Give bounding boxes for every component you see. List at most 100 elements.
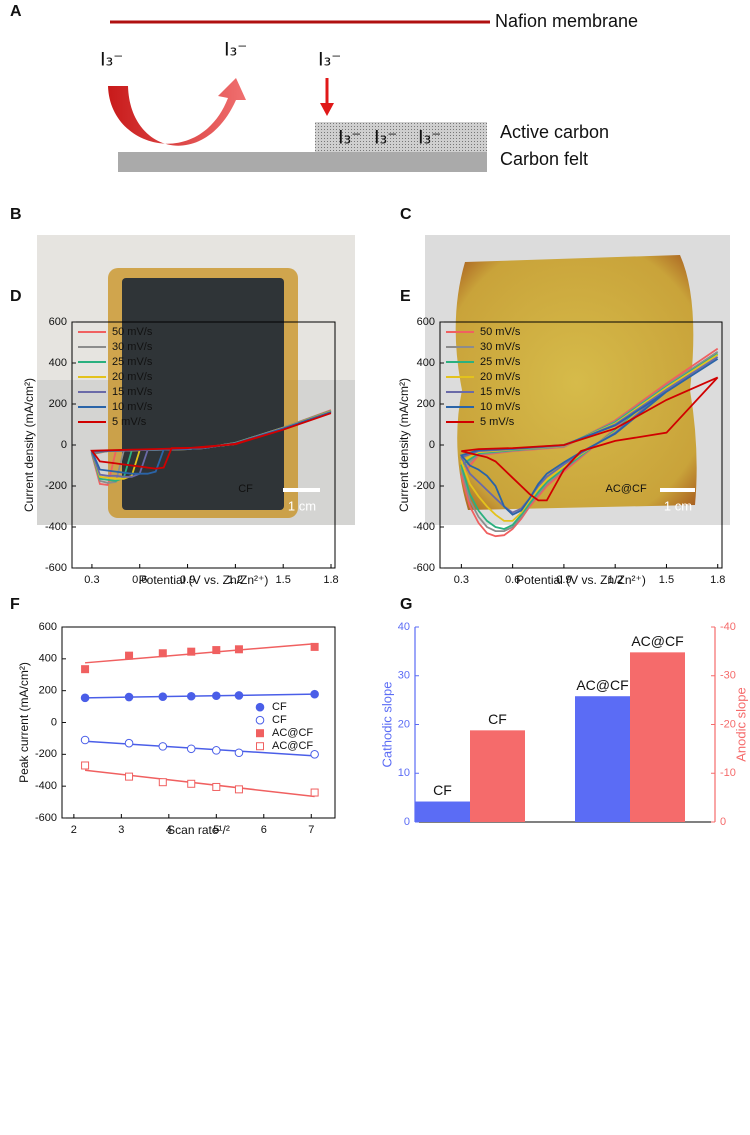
y-tick-label: 0 [429, 439, 435, 451]
marker [310, 689, 319, 699]
legend-marker [255, 715, 265, 725]
x-tick-label: 1.8 [710, 574, 725, 586]
scale-label: 1 cm [288, 498, 316, 513]
marker [125, 772, 134, 781]
cv-curve [90, 412, 332, 470]
legend-label: 25 mV/s [480, 356, 521, 368]
marker [158, 742, 168, 751]
marker [186, 744, 196, 754]
marker [234, 691, 244, 700]
bar-label: AC@CF [576, 677, 628, 693]
legend-label: 20 mV/s [112, 371, 153, 383]
marker [158, 692, 168, 702]
panel-label: B [10, 206, 22, 223]
panel-label: C [400, 206, 412, 223]
layer-label: Carbon felt [500, 149, 588, 169]
y-tick-label: -200 [35, 748, 57, 760]
y2-axis-title: Anodic slope [733, 687, 748, 761]
bar [415, 801, 470, 822]
panel-label: A [10, 3, 22, 20]
species-label: I₃⁻ [418, 127, 441, 149]
marker [187, 779, 196, 788]
bar [630, 652, 685, 822]
arrow-head [320, 103, 334, 116]
x-tick-label: 1.5 [276, 574, 291, 586]
legend-label: 15 mV/s [480, 386, 521, 398]
x-tick-label: 0.3 [454, 574, 469, 586]
legend-label: AC@CF [272, 740, 313, 752]
bar-label: CF [433, 782, 452, 798]
legend-label: 5 mV/s [480, 416, 515, 428]
y-tick-label: 400 [49, 357, 67, 369]
fit-line [84, 769, 315, 798]
x-tick-label: 0.6 [505, 574, 520, 586]
species-label: I₃⁻ [374, 127, 397, 149]
marker [80, 693, 90, 703]
x-axis-title: Potential (V vs. Zn/Zn²⁺) [516, 573, 646, 587]
marker [125, 651, 134, 660]
x-tick-label: 6 [261, 824, 267, 836]
species-label: I₃⁻ [318, 49, 341, 71]
marker [187, 647, 196, 656]
panel-label: E [400, 288, 411, 305]
y-tick-label: 10 [398, 767, 410, 779]
legend-label: 5 mV/s [112, 416, 147, 428]
marker [212, 746, 221, 755]
marker [310, 788, 319, 797]
scale-label: 1 cm [664, 498, 692, 513]
annotation: AC@CF [606, 483, 647, 495]
marker [234, 645, 243, 654]
x-tick-label: 4 [166, 824, 172, 836]
legend-label: AC@CF [272, 727, 313, 739]
annotation: CF [238, 483, 253, 495]
bar-label: CF [488, 711, 507, 727]
y-tick-label: 600 [417, 316, 435, 328]
legend-label: 10 mV/s [480, 401, 521, 413]
y-tick-label: 30 [398, 670, 410, 682]
marker [80, 735, 90, 745]
marker [186, 691, 196, 701]
y-tick-label: -600 [45, 562, 67, 574]
y-tick-label: -400 [35, 780, 57, 792]
marker [124, 738, 134, 748]
y-tick-label: 40 [398, 621, 410, 633]
marker [212, 782, 221, 791]
bar [575, 696, 630, 822]
marker [212, 646, 221, 655]
x-tick-label: 0.6 [132, 574, 147, 586]
carbon-felt [118, 152, 487, 172]
y-tick-label: -600 [35, 812, 57, 824]
y-tick-label: -400 [45, 521, 67, 533]
legend-label: 30 mV/s [480, 341, 521, 353]
y-tick-label: -20 [720, 718, 736, 730]
bar [470, 730, 525, 822]
marker [234, 785, 243, 794]
bar-label: AC@CF [631, 633, 683, 649]
x-axis-title: Scan rate¹/² [167, 823, 230, 837]
layer-label: Active carbon [500, 122, 609, 142]
legend-label: 25 mV/s [112, 356, 153, 368]
fit-line [85, 740, 315, 757]
y-tick-label: -40 [720, 621, 736, 633]
marker [310, 642, 319, 651]
species-label: I₃⁻ [224, 39, 247, 61]
y-tick-label: 0 [61, 439, 67, 451]
y-tick-label: -10 [720, 767, 736, 779]
y-tick-label: -200 [45, 480, 67, 492]
marker [158, 778, 167, 787]
y-axis-title: Peak current (mA/cm²) [17, 662, 31, 783]
species-label: I₃⁻ [100, 49, 123, 71]
legend-label: 15 mV/s [112, 386, 153, 398]
y-tick-label: 600 [49, 316, 67, 328]
y-axis-title: Cathodic slope [379, 682, 394, 768]
y-tick-label: 400 [417, 357, 435, 369]
y-tick-label: -600 [413, 562, 435, 574]
x-tick-label: 1.5 [659, 574, 674, 586]
x-tick-label: 1.2 [228, 574, 243, 586]
felt-sample [455, 255, 697, 510]
species-label: I₃⁻ [338, 127, 361, 149]
legend-label: 10 mV/s [112, 401, 153, 413]
legend-label: 50 mV/s [480, 326, 521, 338]
